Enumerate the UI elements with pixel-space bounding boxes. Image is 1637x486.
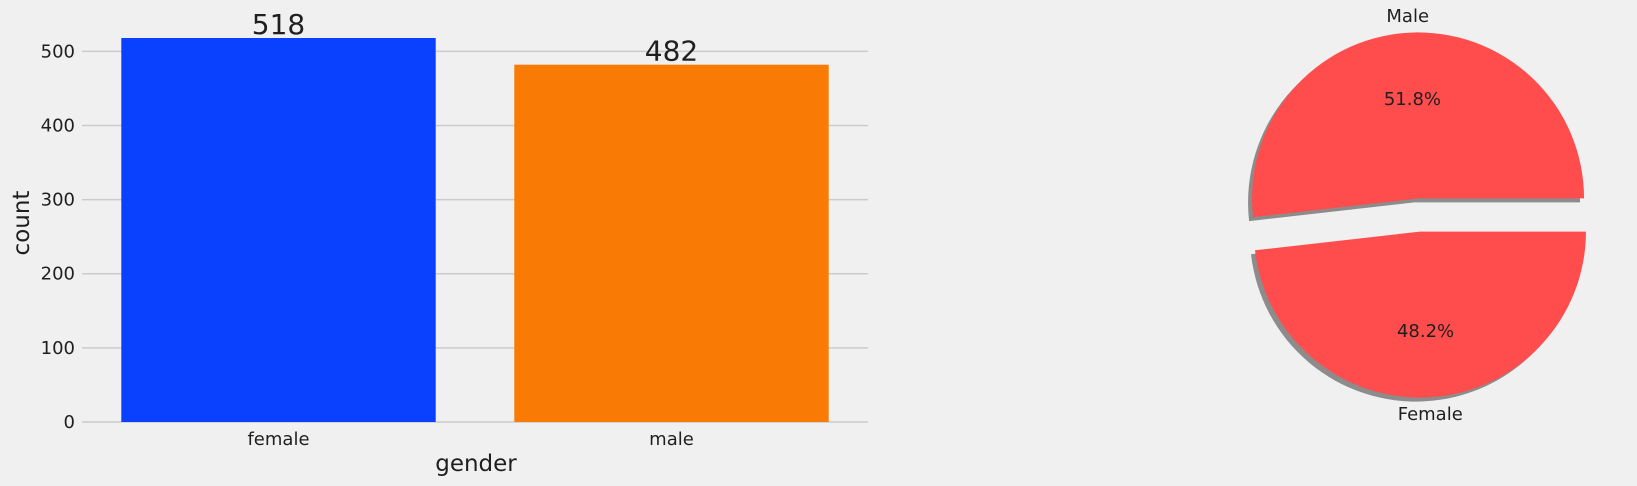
y-tick-label: 0 [64,412,75,433]
bar-value-label: 482 [645,35,698,68]
x-tick-labels: female male [247,429,693,450]
bar-female [121,38,436,422]
y-tick-label: 300 [41,190,75,211]
bars [121,38,829,422]
y-tick-label: 200 [41,264,75,285]
bar-value-label: 518 [252,8,305,41]
pie-pct-label: 51.8% [1384,89,1441,110]
y-tick-label: 400 [41,115,75,136]
pie-chart: Male 51.8% Female 48.2% [1248,6,1586,425]
pie-wedges [1252,32,1586,398]
pie-wedge-male [1252,32,1585,218]
pie-wedge-female [1254,231,1586,398]
pie-pct-label: 48.2% [1397,321,1454,342]
y-tick-label: 100 [41,338,75,359]
pie-label-male: Male [1386,6,1429,27]
x-axis-label: gender [435,451,517,477]
bar-chart: 0 100 200 300 400 500 518 482 female male gende… [9,8,868,477]
pie-labels: Male 51.8% Female 48.2% [1384,6,1463,425]
y-axis-label: count [9,191,35,256]
bar-male [514,64,829,422]
x-tick-label: female [247,429,309,450]
pie-label-female: Female [1398,404,1463,425]
x-tick-label: male [649,429,694,450]
y-tick-labels: 0 100 200 300 400 500 [41,41,75,433]
y-tick-label: 500 [41,41,75,62]
bar-value-labels: 518 482 [252,8,698,68]
